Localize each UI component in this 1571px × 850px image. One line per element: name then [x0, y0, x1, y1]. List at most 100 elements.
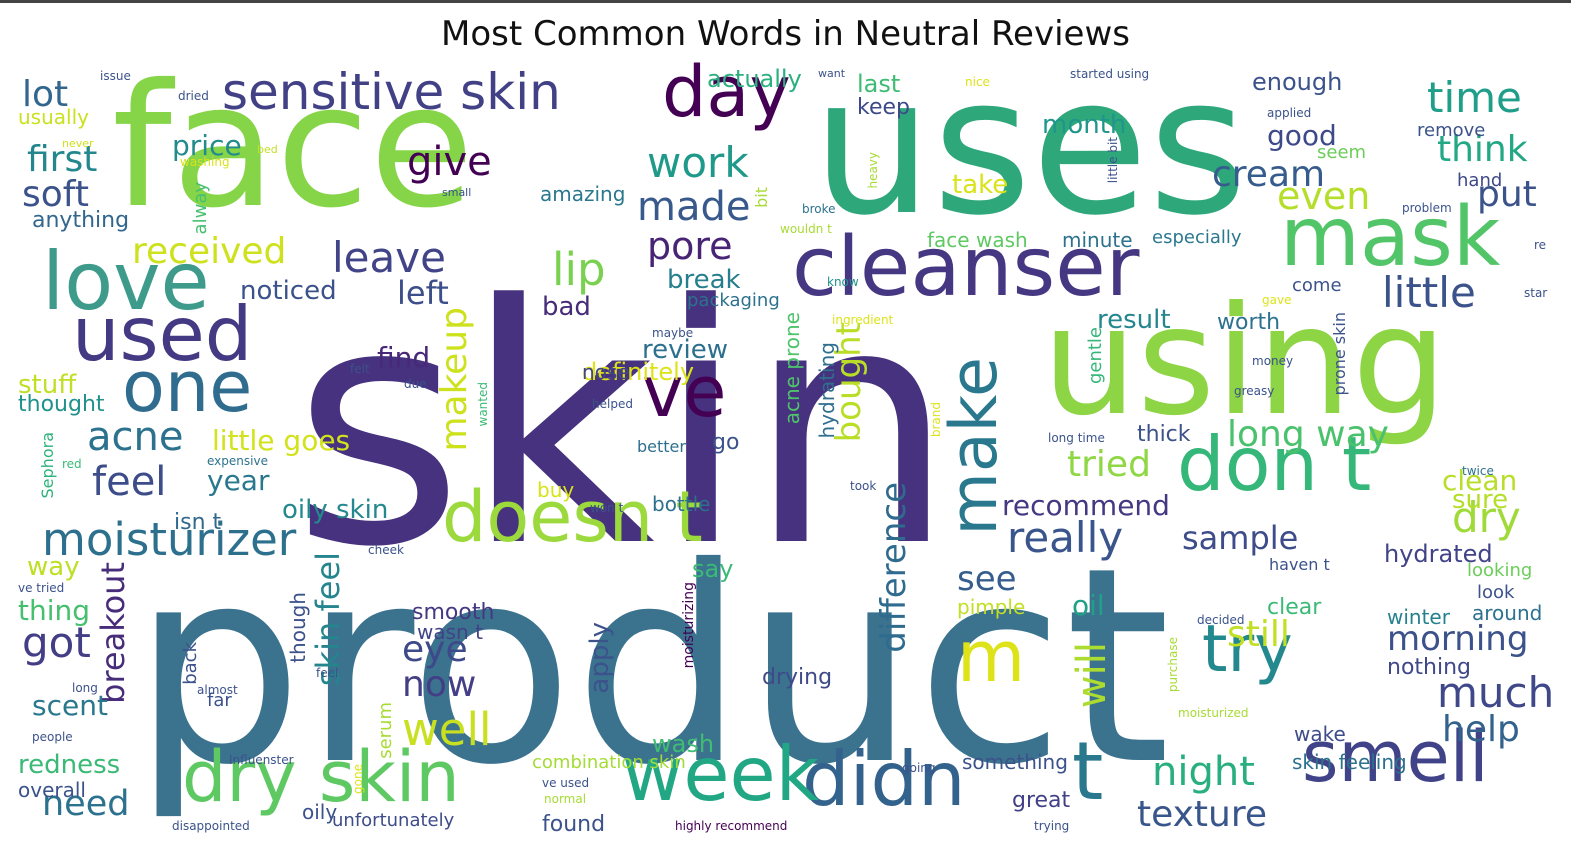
word-78: last: [857, 70, 901, 98]
word-14: make: [937, 357, 1012, 536]
word-144: serum: [375, 702, 396, 759]
word-123: something: [962, 750, 1068, 774]
word-85: sure: [1452, 485, 1509, 515]
word-54: texture: [1137, 794, 1268, 835]
top-border: [0, 0, 1571, 3]
word-40: long way: [1227, 414, 1389, 455]
word-156: started using: [1070, 67, 1150, 81]
word-143: alway: [190, 182, 211, 235]
chart-title: Most Common Words in Neutral Reviews: [441, 14, 1130, 54]
word-188: Influenster: [229, 753, 294, 767]
word-53: night: [1152, 749, 1255, 795]
word-21: m: [957, 616, 1026, 698]
word-128: face wash: [927, 228, 1028, 252]
word-147: Sephora: [38, 432, 57, 499]
word-141: moisturizing: [681, 582, 697, 669]
word-105: bottle: [652, 492, 711, 516]
word-155: nice: [965, 75, 990, 89]
word-83: come: [1292, 275, 1342, 296]
word-73: definitely: [582, 358, 695, 386]
word-79: keep: [857, 95, 910, 120]
word-49: well: [402, 703, 492, 756]
word-145: gentle: [1085, 327, 1106, 385]
word-45: difference: [874, 482, 914, 653]
word-30: acne: [87, 414, 184, 460]
word-137: better: [637, 437, 686, 456]
word-22: sensitive skin: [222, 63, 561, 121]
word-160: problem: [1402, 201, 1452, 215]
word-106: go: [712, 430, 740, 455]
word-196: decided: [1197, 613, 1245, 627]
word-27: work: [647, 138, 749, 187]
word-197: purchase: [1166, 637, 1180, 693]
word-8: used: [72, 290, 253, 378]
word-184: long: [72, 681, 98, 695]
word-86: hydrated: [1384, 540, 1493, 568]
word-182: cheek: [368, 543, 404, 557]
word-181: won t: [590, 501, 624, 515]
word-10: one: [122, 346, 253, 428]
word-15: didn: [802, 735, 966, 823]
word-172: wanted: [476, 382, 490, 427]
word-72: bad: [542, 292, 591, 322]
word-113: drying: [762, 665, 833, 690]
word-51: now: [402, 664, 477, 705]
word-99: anything: [32, 208, 130, 233]
word-190: ve used: [542, 776, 590, 790]
word-4: using: [1042, 275, 1448, 449]
word-76: enough: [1252, 68, 1343, 96]
word-133: remove: [1417, 120, 1486, 141]
word-65: lot: [22, 74, 69, 115]
word-120: nothing: [1387, 655, 1471, 680]
word-126: unfortunately: [332, 810, 455, 831]
word-140: though: [286, 592, 310, 663]
word-32: lip: [552, 243, 606, 296]
word-199: haven t: [1269, 555, 1330, 574]
word-23: really: [1007, 513, 1124, 562]
word-130: especially: [1152, 227, 1242, 248]
word-3: uses: [812, 62, 1248, 257]
word-91: isn t: [174, 510, 222, 535]
word-162: broke: [802, 202, 836, 216]
word-121: wake: [1294, 722, 1346, 746]
word-175: brand: [929, 402, 943, 438]
word-35: cream: [1212, 154, 1326, 195]
word-183: ve tried: [18, 581, 65, 595]
word-114: pimple: [957, 595, 1026, 619]
word-2: face: [112, 62, 475, 246]
word-125: found: [542, 812, 606, 837]
word-174: greasy: [1234, 384, 1275, 398]
word-136: oily: [302, 800, 338, 824]
word-107: buy: [537, 478, 575, 502]
word-116: winter: [1387, 605, 1450, 629]
word-75: good: [1267, 119, 1337, 152]
word-176: long time: [1048, 431, 1105, 445]
word-98: thought: [18, 392, 105, 417]
word-43: makeup: [434, 307, 475, 452]
word-70: review: [642, 335, 728, 365]
word-109: wasn t: [417, 620, 483, 644]
word-191: normal: [544, 792, 587, 806]
word-95: redness: [18, 750, 121, 780]
word-142: bit: [752, 187, 771, 208]
word-17: week: [622, 730, 820, 818]
word-115: clear: [1267, 595, 1322, 620]
word-69: find: [377, 341, 431, 374]
word-56: help: [1442, 709, 1520, 750]
word-16: t: [1072, 725, 1104, 818]
word-62: received: [132, 231, 287, 272]
word-159: little bit: [1106, 137, 1120, 184]
word-192: disappointed: [172, 819, 250, 833]
word-48: got: [22, 618, 91, 667]
word-9: day: [662, 62, 791, 133]
word-29: feel: [92, 459, 167, 505]
word-59: oil: [1072, 589, 1105, 622]
word-164: know: [827, 275, 859, 289]
word-169: felt: [350, 362, 370, 376]
word-12: doesn t: [442, 476, 703, 558]
word-88: year: [207, 464, 270, 497]
word-13: don t: [1177, 420, 1372, 508]
word-110: apply: [585, 622, 615, 694]
word-152: bed: [257, 143, 278, 156]
word-108: smooth: [412, 600, 495, 625]
